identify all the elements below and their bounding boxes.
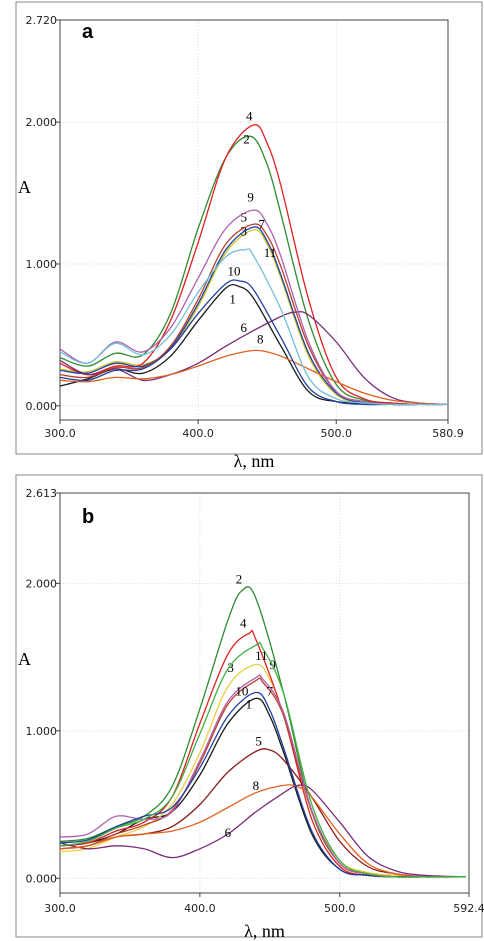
y-tick-label: 2.720 (26, 14, 58, 27)
x-tick-label: 300.0 (44, 427, 76, 440)
curve-label-9: 9 (247, 190, 254, 205)
y-tick-label: 0.000 (26, 400, 58, 413)
curve-label-8: 8 (257, 331, 264, 346)
series-line-7 (59, 677, 466, 878)
curve-label-11: 11 (255, 648, 268, 663)
y-axis-title: A (18, 649, 31, 669)
series-line-1 (59, 697, 466, 878)
curve-label-6: 6 (240, 320, 247, 335)
curve-label-4: 4 (246, 109, 253, 124)
curve-label-1: 1 (229, 292, 236, 307)
y-tick-label: 2.613 (26, 487, 58, 500)
curve-label-10: 10 (235, 683, 248, 698)
curve-label-4: 4 (240, 616, 247, 631)
series-line-1 (59, 283, 447, 406)
curve-label-6: 6 (225, 825, 232, 840)
curve-label-7: 7 (258, 217, 265, 232)
series-line-6 (59, 784, 466, 878)
y-tick-label: 0.000 (26, 872, 58, 885)
chart-panel-b: 300.0 400.0 500.0 592.4 0.000 1.000 2.000 2.613… (15, 474, 484, 941)
x-tick-label: 400.0 (182, 427, 214, 440)
series-line-11 (59, 641, 466, 878)
y-tick-label: 2.000 (26, 116, 58, 129)
series-line-2 (59, 585, 466, 878)
series-line-9 (59, 209, 447, 406)
panel-label: b (82, 506, 94, 528)
x-tick-label: 300.0 (44, 902, 76, 915)
panel-border (15, 474, 483, 938)
curve-label-5: 5 (240, 209, 247, 224)
chart-panel-a: 300.0 400.0 500.0 580.9 0.000 1.000 2.000 2.720… (15, 1, 483, 471)
x-tick-label: 580.9 (432, 427, 464, 440)
curve-label-8: 8 (253, 778, 260, 793)
plot-frame (59, 19, 449, 421)
y-tick-label: 1.000 (26, 258, 58, 271)
panel-border (15, 1, 483, 455)
x-tick-label: 500.0 (321, 427, 353, 440)
panel-label: a (82, 21, 94, 43)
curve-label-7: 7 (267, 683, 274, 698)
series-line-3 (59, 663, 466, 878)
series-line-5 (59, 748, 466, 878)
x-axis-title: λ, nm (234, 451, 275, 471)
curve-label-3: 3 (227, 660, 234, 675)
series-line-10 (59, 691, 466, 878)
x-tick-label: 500.0 (324, 902, 356, 915)
curve-label-1: 1 (246, 697, 253, 712)
series-line-2 (59, 135, 447, 406)
series-line-8 (59, 784, 466, 878)
series-line-4 (59, 124, 447, 406)
x-tick-label: 400.0 (184, 902, 216, 915)
curve-label-10: 10 (228, 263, 241, 278)
curve-label-11: 11 (264, 245, 277, 260)
series-line-8 (59, 349, 447, 406)
plot-frame (59, 492, 470, 894)
series-line-9 (59, 674, 466, 878)
x-axis-title: λ, nm (244, 921, 285, 941)
y-axis-title: A (18, 177, 31, 197)
y-tick-label: 1.000 (26, 725, 58, 738)
x-tick-label: 592.4 (453, 902, 484, 915)
curve-label-9: 9 (269, 657, 276, 672)
curve-label-2: 2 (243, 131, 250, 146)
y-tick-label: 2.000 (26, 577, 58, 590)
curve-label-5: 5 (255, 734, 262, 749)
curve-label-2: 2 (236, 571, 243, 586)
series-line-11 (59, 248, 447, 406)
series-line-6 (59, 311, 447, 406)
